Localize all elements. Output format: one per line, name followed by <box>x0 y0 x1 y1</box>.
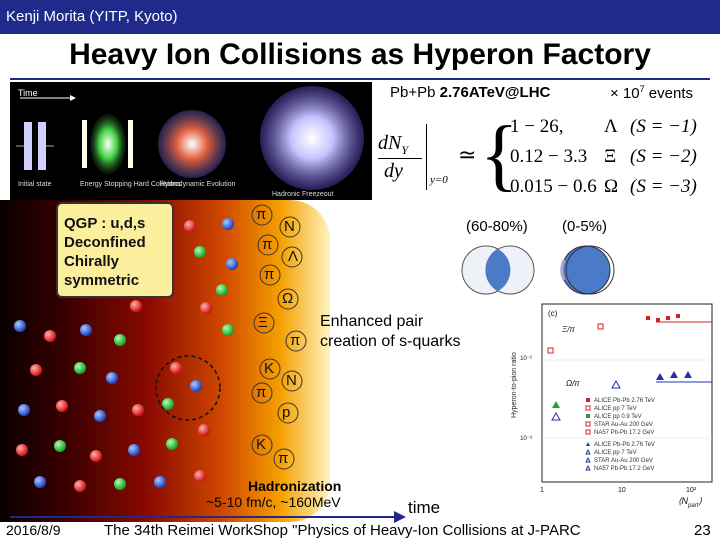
slide-title: Heavy Ion Collisions as Hyperon Factory <box>69 38 651 71</box>
hadron-p: p <box>282 404 291 421</box>
time-axis-arrowhead <box>394 511 406 523</box>
footer-date: 2016/8/9 <box>6 522 61 538</box>
time-arrow-label: Time <box>18 88 38 98</box>
stage-initial-label: Initial state <box>18 181 52 188</box>
row-lambda-strangeness: (S = −1) <box>630 116 697 137</box>
enhanced-pair-text: Enhanced pair creation of s-quarks <box>320 313 461 350</box>
legend-entry-5: NA57 Pb-Pb 17.2 GeV <box>594 430 654 436</box>
collision-evolution-image: Initial state Energy Stopping Hard Colli… <box>10 82 372 200</box>
lhs-numerator: dNY <box>378 132 409 157</box>
hadron-n-2: N <box>286 372 297 389</box>
hadron-n-1: N <box>284 218 295 235</box>
collision-energy: 2.76ATeV@LHC <box>439 84 551 101</box>
hadron-pi-2: π <box>262 236 273 253</box>
hadronization-label: Hadronization <box>248 478 342 494</box>
author-label: Kenji Morita (YITP, Kyoto) <box>6 8 178 25</box>
footer-workshop: The 34th Reimei WorkShop "Physics of Hea… <box>104 522 581 539</box>
xi-pi-label: Ξ/π <box>561 325 575 334</box>
event-count: × 107 events <box>610 84 694 102</box>
time-label: time <box>408 498 441 517</box>
hadron-circles <box>251 204 307 470</box>
hadron-pi-5: π <box>256 384 267 401</box>
hadron-pi-1: π <box>256 206 267 223</box>
legend-entry-9: NA57 Pb-Pb 17.2 GeV <box>594 466 654 472</box>
stage-hard-label: Energy Stopping Hard Collisions <box>80 181 181 188</box>
footer-page-number: 23 <box>694 522 711 539</box>
legend-entry-8: STAR Au-Au 200 GeV <box>594 458 653 464</box>
row-lambda-range: 1 − 26, <box>510 116 564 137</box>
hadronization-scales: ~5-10 fm/c, ~160MeV <box>206 494 341 510</box>
row-omega-particle: Ω <box>604 176 619 197</box>
title-divider <box>10 78 710 80</box>
hadron-xi: Ξ <box>258 314 268 331</box>
row-omega-strangeness: (S = −3) <box>630 176 697 197</box>
ytick-1: 10⁻² <box>520 356 532 362</box>
legend-entry-3: ALICE pp 0.9 TeV <box>594 414 642 420</box>
legend-entry-1: ALICE Pb-Pb 2.76 TeV <box>594 398 655 404</box>
legend-entry-6: ALICE Pb-Pb 2.76 TeV <box>594 442 655 448</box>
hyperon-ratio-plot: ALICE Pb-Pb 2.76 TeV ALICE pp 7 TeV ALIC… <box>506 298 716 512</box>
lhs-denominator: dy <box>384 160 403 182</box>
row-omega-range: 0.015 − 0.6 <box>510 176 597 197</box>
stage-freezeout-label: Hadronic Freezeout <box>272 191 334 198</box>
centrality-central: (0-5%) <box>562 218 608 235</box>
ytick-2: 10⁻³ <box>520 436 532 442</box>
header-bar: Kenji Morita (YITP, Kyoto) <box>0 0 720 34</box>
legend-entry-4: STAR Au-Au 200 GeV <box>594 422 653 428</box>
row-lambda-particle: Λ <box>604 116 618 137</box>
hadron-k-2: K <box>256 436 267 453</box>
xtick-3: 10² <box>686 487 697 494</box>
centrality-overlap-graphic <box>461 245 615 295</box>
qgp-line4: symmetric <box>64 272 140 289</box>
hadron-pi-3: π <box>264 266 275 283</box>
plot-ylabel: Hyperon-to-pion ratio <box>511 352 518 418</box>
evaluation-bar <box>426 124 427 190</box>
legend-entry-7: ALICE pp 7 TeV <box>594 450 637 456</box>
hadron-k-1: K <box>264 360 275 377</box>
hadron-lambda: Λ <box>288 248 299 265</box>
ratio-plot-svg: ALICE Pb-Pb 2.76 TeV ALICE pp 7 TeV ALIC… <box>511 303 713 494</box>
qgp-line2: Deconfined <box>64 234 146 251</box>
hadron-pi-6: π <box>278 450 289 467</box>
collision-system: Pb+Pb <box>390 84 440 101</box>
qgp-line3: Chirally <box>64 253 120 270</box>
xtick-1: 1 <box>540 487 544 494</box>
centrality-peripheral: (60-80%) <box>466 218 528 235</box>
stage-hydro-label: Hydrodynamic Evolution <box>160 181 236 188</box>
yield-formula: dNY dy y=0 ≃ { 1 − 26, Λ (S = −1) 0.12 −… <box>378 110 718 210</box>
omega-pi-label: Ω/π <box>566 379 580 388</box>
time-axis-line <box>10 516 396 518</box>
brace: { <box>480 111 519 199</box>
approx-sign: ≃ <box>458 142 477 167</box>
qgp-callout: QGP : u,d,s Deconfined Chirally symmetri… <box>56 202 174 298</box>
legend-entry-2: ALICE pp 7 TeV <box>594 406 637 412</box>
qgp-line1: QGP : u,d,s <box>64 215 146 232</box>
fraction-bar <box>378 158 422 159</box>
plot-xlabel: ⟨Npart⟩ <box>678 496 702 509</box>
hadron-pi-4: π <box>290 332 301 349</box>
hadron-omega: Ω <box>282 290 294 307</box>
collision-stages-graphic: Initial state Energy Stopping Hard Colli… <box>16 86 364 198</box>
xtick-2: 10 <box>618 487 626 494</box>
formula-header: Pb+Pb 2.76ATeV@LHC <box>390 84 550 101</box>
quark-dots <box>14 218 238 492</box>
row-xi-particle: Ξ <box>604 146 617 167</box>
lhs-evaluation: y=0 <box>430 174 448 186</box>
plot-panel-label: (c) <box>548 309 558 318</box>
row-xi-strangeness: (S = −2) <box>630 146 697 167</box>
row-xi-range: 0.12 − 3.3 <box>510 146 588 167</box>
